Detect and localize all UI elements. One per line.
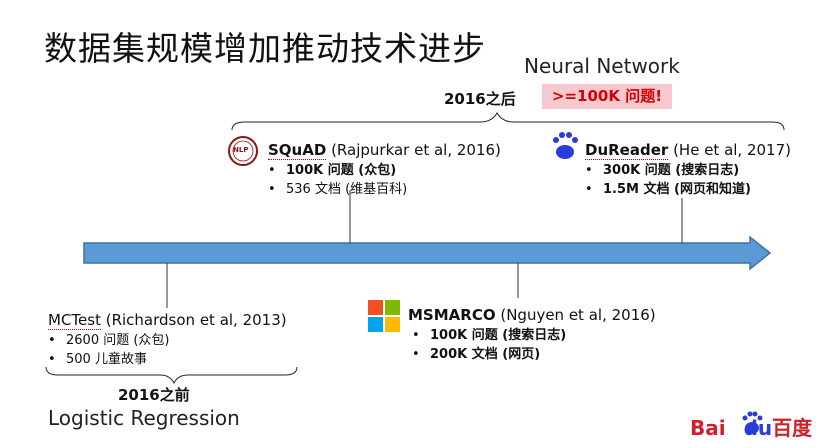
baidu-logo-part1: Bai: [690, 416, 726, 440]
squad-citation: (Rajpurkar et al, 2016): [326, 141, 501, 159]
dureader-bullets: • 300K 问题 (搜索日志) • 1.5M 文档 (网页和知道): [585, 161, 791, 199]
msmarco-bullets: • 100K 问题 (搜索日志) • 200K 文档 (网页): [412, 326, 656, 364]
mctest-title: MCTest (Richardson et al, 2013): [48, 311, 287, 330]
dureader-citation: (He et al, 2017): [668, 141, 791, 159]
bottom-brace: [45, 366, 298, 385]
dureader-card: DuReader (He et al, 2017) • 300K 问题 (搜索日志…: [585, 141, 791, 199]
mctest-bullets: • 2600 问题 (众包) • 500 儿童故事: [48, 331, 287, 369]
list-item: • 300K 问题 (搜索日志): [585, 163, 740, 178]
list-item: • 100K 问题 (众包): [268, 163, 397, 178]
msmarco-citation: (Nguyen et al, 2016): [495, 306, 656, 324]
mctest-card: MCTest (Richardson et al, 2013) • 2600 问题…: [48, 311, 287, 369]
msmarco-card: MSMARCO (Nguyen et al, 2016) • 100K 问题 (搜…: [408, 306, 656, 364]
msmarco-name: MSMARCO: [408, 306, 496, 324]
question-count-badge: >=100K 问题!: [542, 84, 672, 109]
squad-bullets: • 100K 问题 (众包) • 536 文档 (维基百科): [268, 161, 501, 199]
list-item: • 536 文档 (维基百科): [268, 182, 408, 197]
top-brace: [231, 111, 785, 131]
baidu-footer-paw-icon: [742, 411, 763, 434]
list-item: • 500 儿童故事: [48, 352, 147, 367]
timeline-arrow: [83, 235, 772, 271]
mctest-name: MCTest: [48, 311, 101, 330]
nlp-logo-text: NLP: [233, 146, 249, 154]
neural-network-label: Neural Network: [524, 54, 680, 78]
dureader-name: DuReader: [585, 141, 669, 160]
squad-title: SQuAD (Rajpurkar et al, 2016): [268, 141, 501, 160]
squad-card: SQuAD (Rajpurkar et al, 2016) • 100K 问题 (…: [268, 141, 501, 199]
list-item: • 1.5M 文档 (网页和知道): [585, 182, 751, 197]
list-item: • 2600 问题 (众包): [48, 333, 170, 348]
after-2016-label: 2016之后: [444, 90, 516, 108]
baidu-paw-icon: [553, 132, 578, 159]
mctest-citation: (Richardson et al, 2013): [100, 311, 287, 329]
list-item: • 200K 文档 (网页): [412, 347, 541, 362]
slide-title: 数据集规模增加推动技术进步: [44, 29, 486, 68]
baidu-logo-part3: 百度: [772, 416, 813, 440]
microsoft-logo-icon: [368, 300, 400, 332]
msmarco-title: MSMARCO (Nguyen et al, 2016): [408, 306, 656, 324]
list-item: • 100K 问题 (搜索日志): [412, 328, 567, 343]
squad-name: SQuAD: [268, 141, 327, 160]
baidu-logo-part2: du: [743, 416, 773, 440]
dureader-title: DuReader (He et al, 2017): [585, 141, 791, 160]
stanford-nlp-logo: [228, 136, 258, 166]
logistic-regression-label: Logistic Regression: [48, 406, 240, 430]
before-2016-label: 2016之前: [118, 386, 190, 404]
baidu-logo: Bai du百度: [690, 412, 812, 441]
